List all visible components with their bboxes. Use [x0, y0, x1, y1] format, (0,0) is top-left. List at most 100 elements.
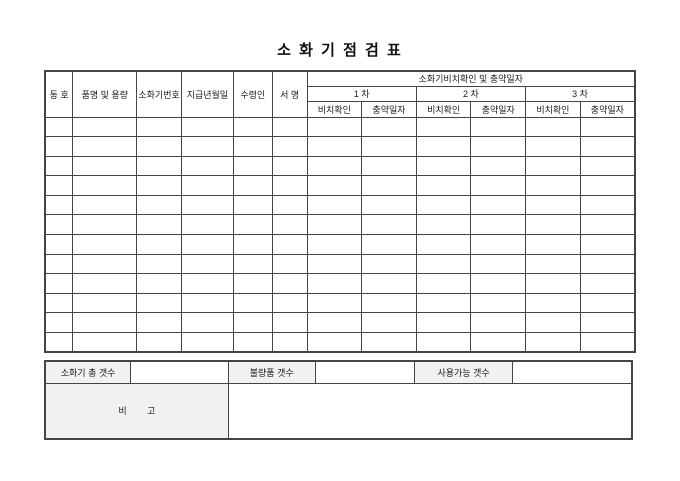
empty-cell[interactable] [44, 155, 74, 177]
empty-cell[interactable] [136, 233, 182, 255]
empty-cell[interactable] [306, 331, 363, 353]
empty-cell[interactable] [470, 253, 527, 275]
empty-cell[interactable] [579, 116, 636, 138]
empty-cell[interactable] [181, 194, 234, 216]
empty-cell[interactable] [136, 273, 182, 294]
empty-cell[interactable] [72, 331, 138, 353]
empty-cell[interactable] [415, 292, 472, 314]
empty-cell[interactable] [181, 214, 234, 235]
empty-cell[interactable] [361, 233, 417, 255]
empty-cell[interactable] [361, 214, 417, 235]
empty-cell[interactable] [361, 331, 417, 353]
empty-cell[interactable] [44, 116, 74, 138]
empty-cell[interactable] [415, 253, 472, 275]
empty-cell[interactable] [579, 214, 636, 235]
empty-cell[interactable] [306, 116, 363, 138]
empty-cell[interactable] [579, 194, 636, 216]
empty-cell[interactable] [470, 292, 527, 314]
empty-cell[interactable] [72, 175, 138, 196]
empty-cell[interactable] [470, 233, 527, 255]
empty-cell[interactable] [72, 194, 138, 216]
empty-cell[interactable] [181, 273, 234, 294]
empty-cell[interactable] [361, 155, 417, 177]
empty-cell[interactable] [271, 292, 308, 314]
empty-cell[interactable] [72, 273, 138, 294]
empty-cell[interactable] [136, 331, 182, 353]
empty-cell[interactable] [44, 312, 74, 333]
empty-cell[interactable] [361, 136, 417, 157]
empty-cell[interactable] [44, 331, 74, 353]
empty-cell[interactable] [72, 253, 138, 275]
remarks-field[interactable] [227, 382, 633, 440]
empty-cell[interactable] [72, 155, 138, 177]
empty-cell[interactable] [525, 233, 581, 255]
empty-cell[interactable] [470, 214, 527, 235]
empty-cell[interactable] [232, 233, 273, 255]
empty-cell[interactable] [361, 116, 417, 138]
empty-cell[interactable] [232, 331, 273, 353]
empty-cell[interactable] [271, 155, 308, 177]
empty-cell[interactable] [415, 155, 472, 177]
empty-cell[interactable] [72, 116, 138, 138]
empty-cell[interactable] [579, 312, 636, 333]
empty-cell[interactable] [361, 312, 417, 333]
empty-cell[interactable] [579, 331, 636, 353]
empty-cell[interactable] [271, 253, 308, 275]
empty-cell[interactable] [470, 136, 527, 157]
empty-cell[interactable] [72, 233, 138, 255]
empty-cell[interactable] [306, 273, 363, 294]
empty-cell[interactable] [525, 331, 581, 353]
empty-cell[interactable] [415, 233, 472, 255]
empty-cell[interactable] [181, 292, 234, 314]
empty-cell[interactable] [415, 273, 472, 294]
empty-cell[interactable] [232, 136, 273, 157]
empty-cell[interactable] [136, 194, 182, 216]
empty-cell[interactable] [44, 233, 74, 255]
empty-cell[interactable] [415, 136, 472, 157]
empty-cell[interactable] [361, 253, 417, 275]
defective-count-field[interactable] [314, 360, 416, 384]
empty-cell[interactable] [271, 214, 308, 235]
empty-cell[interactable] [181, 136, 234, 157]
empty-cell[interactable] [136, 214, 182, 235]
empty-cell[interactable] [525, 253, 581, 275]
empty-cell[interactable] [525, 292, 581, 314]
empty-cell[interactable] [271, 175, 308, 196]
empty-cell[interactable] [181, 175, 234, 196]
empty-cell[interactable] [232, 194, 273, 216]
empty-cell[interactable] [579, 155, 636, 177]
empty-cell[interactable] [579, 136, 636, 157]
empty-cell[interactable] [232, 155, 273, 177]
empty-cell[interactable] [181, 331, 234, 353]
total-count-field[interactable] [130, 360, 229, 384]
empty-cell[interactable] [136, 116, 182, 138]
empty-cell[interactable] [136, 175, 182, 196]
empty-cell[interactable] [181, 233, 234, 255]
empty-cell[interactable] [44, 273, 74, 294]
empty-cell[interactable] [306, 136, 363, 157]
empty-cell[interactable] [136, 253, 182, 275]
empty-cell[interactable] [72, 136, 138, 157]
empty-cell[interactable] [579, 273, 636, 294]
empty-cell[interactable] [579, 253, 636, 275]
empty-cell[interactable] [525, 312, 581, 333]
empty-cell[interactable] [44, 194, 74, 216]
empty-cell[interactable] [181, 116, 234, 138]
empty-cell[interactable] [361, 194, 417, 216]
empty-cell[interactable] [306, 292, 363, 314]
empty-cell[interactable] [470, 175, 527, 196]
empty-cell[interactable] [44, 214, 74, 235]
empty-cell[interactable] [72, 312, 138, 333]
empty-cell[interactable] [470, 273, 527, 294]
empty-cell[interactable] [44, 253, 74, 275]
empty-cell[interactable] [415, 214, 472, 235]
empty-cell[interactable] [415, 312, 472, 333]
empty-cell[interactable] [525, 273, 581, 294]
empty-cell[interactable] [361, 175, 417, 196]
empty-cell[interactable] [470, 312, 527, 333]
empty-cell[interactable] [232, 116, 273, 138]
empty-cell[interactable] [136, 312, 182, 333]
empty-cell[interactable] [271, 116, 308, 138]
empty-cell[interactable] [44, 292, 74, 314]
empty-cell[interactable] [306, 194, 363, 216]
